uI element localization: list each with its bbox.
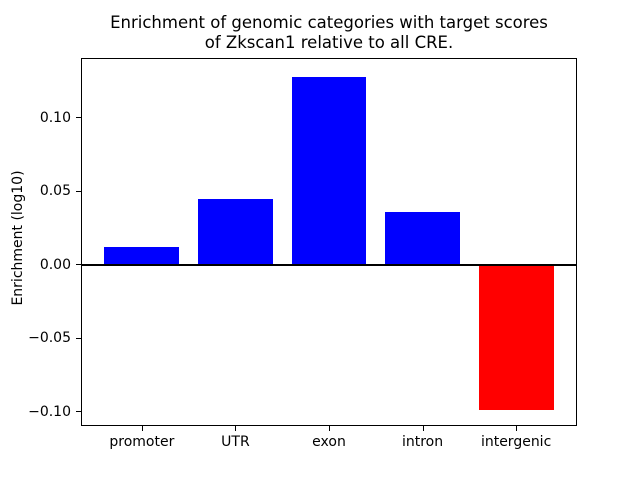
y-tick-label: −0.05 — [28, 330, 71, 347]
bar-intergenic — [478, 264, 554, 411]
y-tick-label: 0.05 — [39, 183, 71, 200]
bar-UTR — [198, 198, 273, 265]
x-tick-mark — [422, 426, 424, 431]
x-tick-label-promoter: promoter — [109, 434, 175, 450]
x-tick-label-intergenic: intergenic — [480, 434, 552, 450]
y-tick-label: −0.10 — [28, 403, 71, 420]
y-tick-mark — [76, 117, 81, 119]
bar-exon — [291, 76, 367, 265]
x-tick-label-UTR: UTR — [221, 434, 250, 450]
y-tick-mark — [76, 264, 81, 266]
y-tick-mark — [76, 337, 81, 339]
y-tick-label: 0.00 — [39, 256, 71, 273]
bar-intron — [385, 211, 460, 265]
y-tick-mark — [76, 411, 81, 413]
x-tick-mark — [141, 426, 143, 431]
y-tick-label: 0.10 — [39, 109, 71, 126]
x-tick-mark — [329, 426, 330, 431]
bar-promoter — [104, 247, 180, 265]
plot-area — [81, 58, 577, 426]
x-tick-mark — [235, 426, 237, 431]
y-tick-mark — [76, 190, 81, 192]
x-tick-mark — [516, 426, 518, 431]
x-tick-label-intron: intron — [401, 434, 444, 450]
chart-title: Enrichment of genomic categories with ta… — [110, 13, 548, 53]
x-tick-label-exon: exon — [312, 434, 346, 450]
zero-line — [82, 263, 576, 266]
